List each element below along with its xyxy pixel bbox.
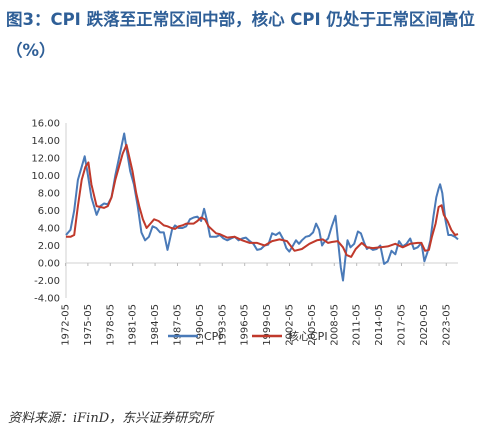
y-tick-label: -4.00 [34, 294, 60, 305]
chart-lines [65, 132, 459, 282]
x-tick-label: 2002-05 [284, 304, 295, 346]
x-tick-label: 1975-05 [83, 304, 94, 346]
y-tick-label: 0.00 [38, 259, 60, 270]
x-tick-label: 1996-05 [240, 304, 251, 346]
line-chart: 16.00 14.00 12.00 10.00 8.00 6.00 4.00 2.00 0.00… [31, 119, 459, 346]
y-tick-label: 4.00 [38, 224, 60, 235]
x-tick-label: 2008-05 [329, 304, 340, 346]
legend-label-core-cpi: 核心CPI [288, 329, 328, 343]
x-tick-label: 2014-05 [374, 304, 385, 346]
y-tick-label: 2.00 [38, 241, 60, 252]
x-tick-label: 1978-05 [105, 304, 116, 346]
legend-label-cpi: CPI [204, 330, 222, 343]
x-tick-label: 2017-05 [396, 304, 407, 346]
y-tick-label: 10.00 [31, 171, 60, 182]
chart-axes: 16.00 14.00 12.00 10.00 8.00 6.00 4.00 2.00 0.00… [31, 119, 458, 346]
y-tick-label: 14.00 [31, 136, 60, 147]
figure-title: 图3：CPI 跌落至正常区间中部，核心 CPI 仍处于正常区间高位（%） [6, 10, 475, 60]
series-line-core-cpi [66, 143, 459, 258]
y-tick-label: 16.00 [31, 119, 60, 130]
y-tick-label: -2.00 [34, 276, 60, 287]
x-tick-label: 2020-05 [419, 304, 430, 346]
x-tick-label: 2005-05 [307, 304, 318, 346]
source-note: 资料来源：iFinD，东兴证券研究所 [8, 411, 214, 426]
series-line-cpi [65, 132, 459, 282]
x-tick-label: 1993-05 [217, 304, 228, 346]
x-tick-label: 1972-05 [60, 304, 71, 346]
chart-legend: CPI 核心CPI [168, 329, 328, 343]
x-tick-label: 2011-05 [352, 304, 363, 346]
x-tick-label: 1999-05 [262, 304, 273, 346]
x-tick-label: 1987-05 [172, 304, 183, 346]
y-tick-label: 12.00 [31, 154, 60, 165]
y-tick-label: 6.00 [38, 206, 60, 217]
x-tick-label: 1984-05 [150, 304, 161, 346]
y-tick-label: 8.00 [38, 189, 60, 200]
x-tick-label: 1990-05 [195, 304, 206, 346]
x-tick-label: 2023-05 [441, 304, 452, 346]
x-tick-label: 1981-05 [128, 304, 139, 346]
